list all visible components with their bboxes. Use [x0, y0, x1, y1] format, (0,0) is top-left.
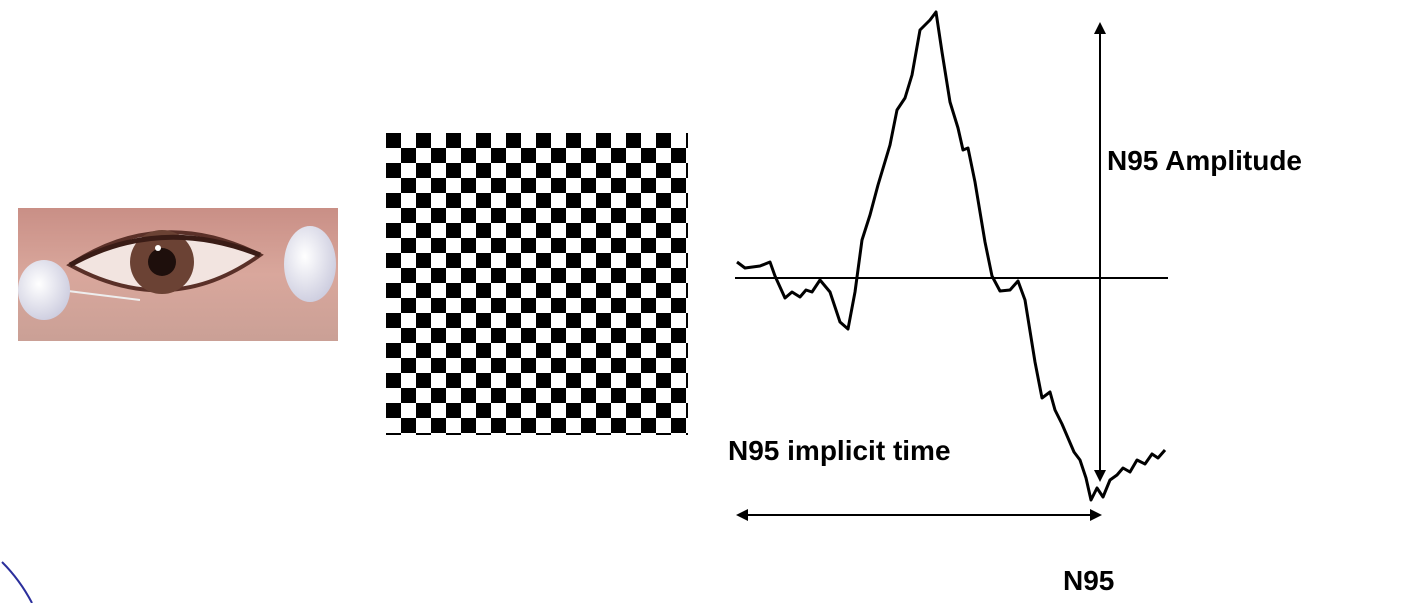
waveform: [736, 10, 1167, 502]
peak-label: N95: [1063, 565, 1114, 596]
implicit-time-label: N95 implicit time: [728, 435, 951, 466]
decorative-arc: [1, 561, 33, 603]
amplitude-label: N95 Amplitude: [1107, 145, 1302, 176]
checkerboard: [386, 133, 688, 435]
eye-photo: [18, 208, 338, 341]
